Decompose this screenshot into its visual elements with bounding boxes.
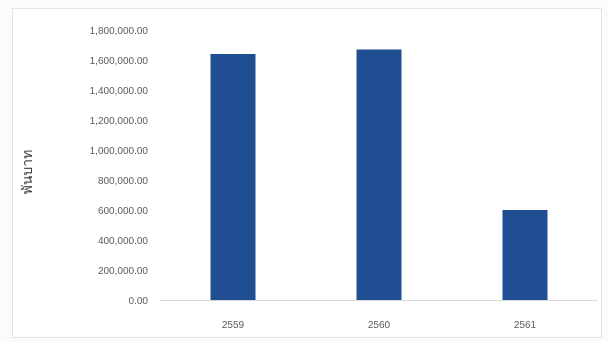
bars xyxy=(210,49,548,300)
y-tick-labels: 0.00 200,000.00 400,000.00 600,000.00 800,00… xyxy=(90,26,149,307)
y-tick-label: 1,400,000.00 xyxy=(90,86,149,97)
y-tick-label: 0.00 xyxy=(129,296,149,307)
y-tick-label: 200,000.00 xyxy=(98,266,148,277)
y-tick-label: 1,800,000.00 xyxy=(90,26,149,37)
bar-2560 xyxy=(356,49,402,300)
y-tick-label: 600,000.00 xyxy=(98,206,148,217)
y-axis-title-group: พันบาท xyxy=(19,150,35,195)
y-axis-title: พันบาท xyxy=(19,150,35,195)
y-tick-label: 1,600,000.00 xyxy=(90,56,149,67)
x-tick-label: 2561 xyxy=(514,320,537,331)
y-tick-label: 1,000,000.00 xyxy=(90,146,149,157)
y-tick-label: 1,200,000.00 xyxy=(90,116,149,127)
x-tick-label: 2560 xyxy=(368,320,391,331)
x-tick-labels: 2559 2560 2561 xyxy=(222,320,537,331)
y-tick-label: 800,000.00 xyxy=(98,176,148,187)
bar-2559 xyxy=(210,54,256,300)
y-tick-label: 400,000.00 xyxy=(98,236,148,247)
x-tick-label: 2559 xyxy=(222,320,245,331)
bar-2561 xyxy=(502,210,548,300)
